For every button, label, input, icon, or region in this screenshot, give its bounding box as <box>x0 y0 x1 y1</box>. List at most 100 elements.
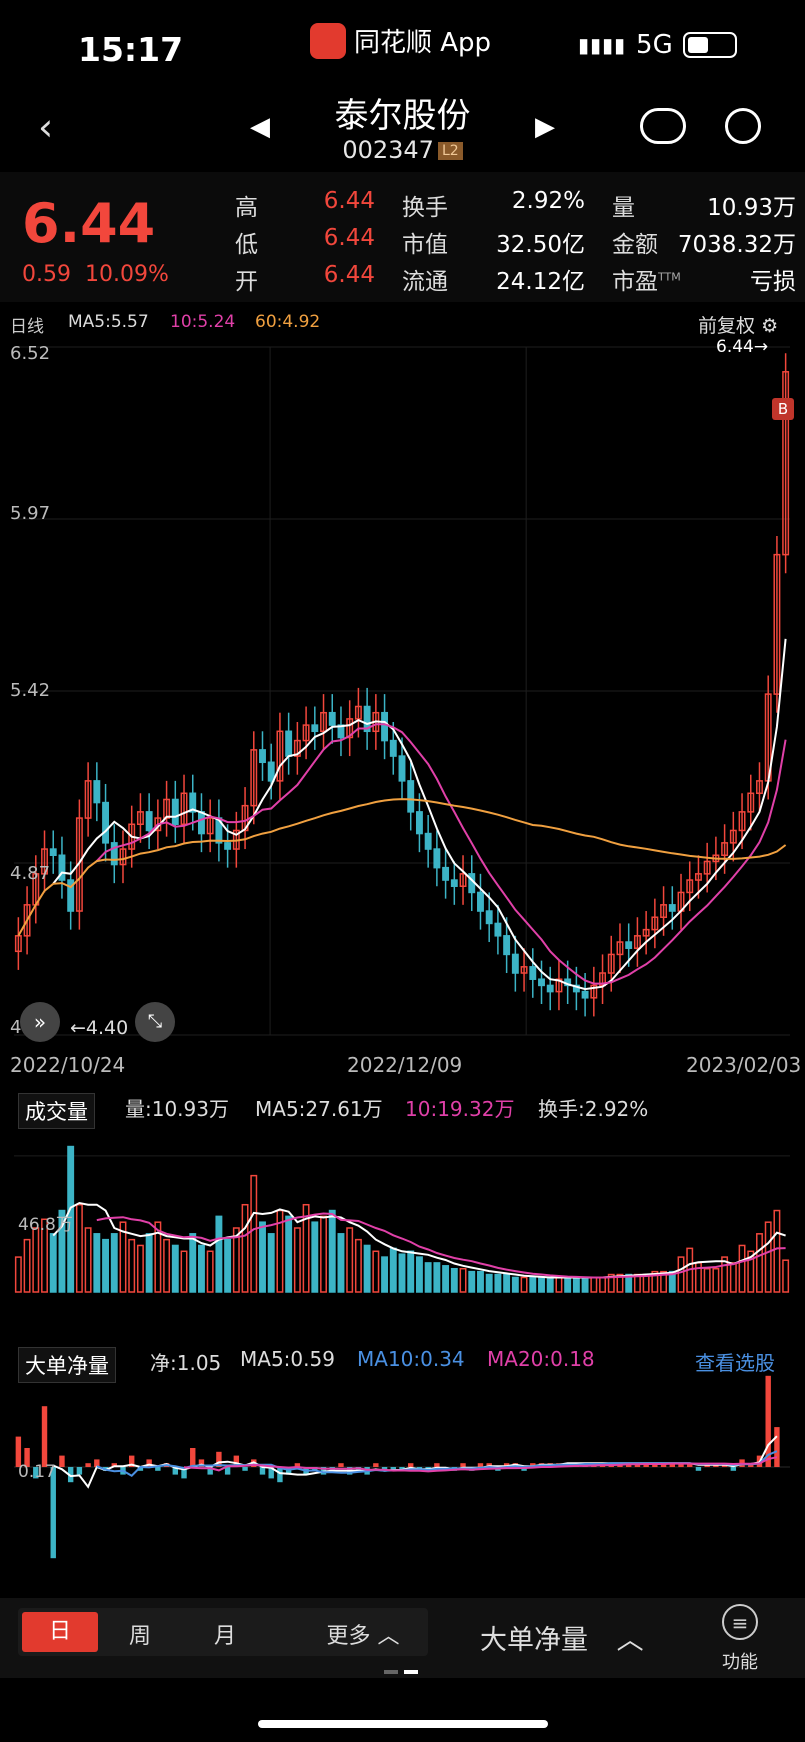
indicator-selector[interactable]: 大单净量 ︿ <box>480 1618 644 1657</box>
volume-bar <box>346 1227 354 1293</box>
high-label: 高 <box>235 195 258 221</box>
bignet-bar <box>730 1467 737 1471</box>
expand-button[interactable]: » <box>20 1002 60 1042</box>
next-stock-button[interactable]: ▶ <box>535 112 555 142</box>
amount-label: 金额 <box>612 232 658 258</box>
pe-ttm: TTM <box>658 270 681 284</box>
volume-bar <box>215 1215 223 1293</box>
volume-bar <box>49 1233 57 1293</box>
turnover-value: 2.92% <box>511 188 585 214</box>
volume-bar <box>363 1244 371 1293</box>
bignet-bar <box>399 1467 405 1471</box>
home-indicator[interactable] <box>258 1720 548 1728</box>
pe-label-text: 市盈 <box>612 269 658 295</box>
volume-bar <box>23 1238 31 1293</box>
candle-body <box>145 811 153 832</box>
kline-chart[interactable] <box>0 335 805 1050</box>
volume-bar <box>738 1244 746 1293</box>
date-end: 2023/02/03 <box>686 1053 802 1077</box>
volume-bar <box>494 1273 502 1293</box>
candle-body <box>494 922 502 937</box>
candle-body <box>520 966 528 974</box>
tab-day[interactable]: 日 <box>22 1612 98 1652</box>
status-time: 15:17 <box>78 30 184 69</box>
tab-month[interactable]: 月 <box>213 1624 236 1649</box>
bignet-bar <box>67 1467 74 1483</box>
menu-icon[interactable]: ≡ <box>722 1604 758 1640</box>
bignet-bar <box>207 1467 213 1475</box>
volume-bar <box>511 1276 519 1293</box>
fullscreen-button[interactable]: ⤡ <box>135 1002 175 1042</box>
volume-bar <box>224 1238 232 1293</box>
volume-bar <box>764 1221 772 1293</box>
volume-bar <box>398 1253 406 1293</box>
low-price-tag: ←4.40 <box>70 1017 129 1039</box>
candle-body <box>136 811 144 826</box>
candle-body <box>572 984 580 993</box>
ma10-label: 10:5.24 <box>170 312 236 332</box>
bignet-bar <box>59 1455 65 1467</box>
bignet-bar <box>530 1463 536 1467</box>
volume-ma10-line <box>96 1212 786 1279</box>
bignet-bar <box>224 1467 231 1475</box>
candle-body <box>224 842 232 850</box>
back-button[interactable]: ‹ <box>38 105 54 149</box>
bignet-ma5-line <box>52 1435 778 1489</box>
float-value: 24.12亿 <box>496 269 585 295</box>
candle-body <box>450 879 458 887</box>
status-app: 同花顺 App <box>310 22 491 59</box>
candle-body <box>590 984 598 999</box>
tab-more[interactable]: 更多 ︿ <box>318 1618 408 1650</box>
turnover-label: 换手 <box>402 195 448 221</box>
bignet-selector[interactable]: 大单净量 <box>18 1347 116 1383</box>
volume-bar <box>477 1270 484 1293</box>
bignet-bar <box>687 1463 693 1467</box>
candle-body <box>642 928 650 937</box>
volume-bar <box>110 1233 118 1293</box>
volume-bar <box>32 1227 40 1293</box>
bignet-bar <box>652 1463 658 1467</box>
date-start: 2022/10/24 <box>10 1053 126 1077</box>
volume-selector[interactable]: 成交量 <box>18 1093 95 1129</box>
bignet-ma20: MA20:0.18 <box>487 1347 595 1371</box>
low-value: 6.44 <box>323 225 375 251</box>
volume-bar <box>450 1267 458 1293</box>
high-value: 6.44 <box>323 188 375 214</box>
candle-body <box>302 724 310 742</box>
bignet-bar <box>146 1459 152 1467</box>
tab-week[interactable]: 周 <box>128 1624 151 1649</box>
bignet-chart[interactable] <box>0 1375 805 1575</box>
volume-bar <box>302 1203 310 1293</box>
view-stocks-link[interactable]: 查看选股 <box>695 1351 775 1375</box>
y-label-3: 5.42 <box>10 680 51 701</box>
candle-body <box>259 749 266 764</box>
bignet-bar <box>460 1463 466 1467</box>
volume-bar <box>459 1267 467 1293</box>
candle-body <box>346 718 354 739</box>
robot-icon[interactable] <box>640 108 686 144</box>
volume-bar <box>668 1270 676 1293</box>
candle-body <box>415 811 423 835</box>
volume-bar <box>555 1276 563 1293</box>
date-mid: 2022/12/09 <box>347 1053 463 1077</box>
adjust-button[interactable]: 前复权 ⚙ <box>698 311 778 338</box>
candle-body <box>581 990 589 999</box>
bignet-bar <box>503 1463 510 1467</box>
bignet-y-label: 0.17 <box>18 1462 56 1482</box>
ma10-line <box>96 723 787 985</box>
vol-label: 量 <box>612 195 635 221</box>
volume-chart[interactable] <box>0 1122 805 1322</box>
candle-body <box>625 941 633 949</box>
volume-bar <box>433 1262 441 1293</box>
bignet-ma5: MA5:0.59 <box>240 1347 335 1371</box>
prev-stock-button[interactable]: ◀ <box>250 112 270 142</box>
candle-body <box>311 724 319 733</box>
volume-bar <box>102 1238 110 1293</box>
candle-body <box>538 978 545 987</box>
candle-body <box>555 978 563 993</box>
volume-bar <box>285 1215 293 1293</box>
search-icon[interactable] <box>725 108 761 144</box>
stock-name: 泰尔股份 <box>334 96 471 136</box>
bignet-bar <box>277 1467 283 1483</box>
indicator-label: 大单净量 <box>480 1625 588 1656</box>
